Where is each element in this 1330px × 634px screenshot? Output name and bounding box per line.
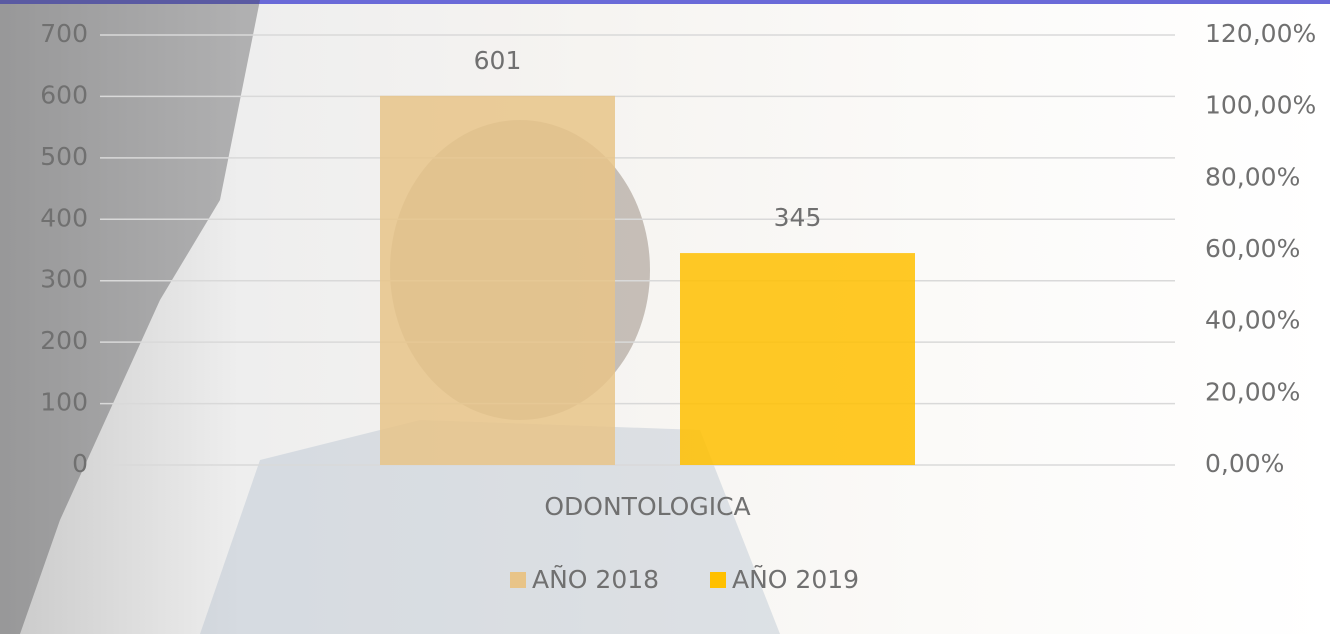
data-label: 601: [474, 46, 522, 75]
y-tick-label: 700: [40, 19, 88, 48]
legend-label: AÑO 2019: [732, 564, 859, 594]
y-tick-label: 300: [40, 265, 88, 294]
y2-tick-label: 40,00%: [1205, 306, 1300, 335]
y2-tick-label: 80,00%: [1205, 162, 1300, 191]
data-label: 345: [774, 203, 822, 232]
y2-tick-label: 120,00%: [1205, 19, 1316, 48]
screenshot: 0 100 200 300 400 500 600 700 0,00% 20,00% 40,00% 6…: [0, 0, 1330, 634]
legend-label: AÑO 2018: [532, 564, 659, 594]
y2-tick-label: 0,00%: [1205, 449, 1284, 478]
y-tick-label: 100: [40, 388, 88, 417]
y-tick-label: 600: [40, 80, 88, 109]
y2-tick-label: 60,00%: [1205, 234, 1300, 263]
y-tick-label: 0: [72, 449, 88, 478]
x-tick-label: ODONTOLOGICA: [544, 492, 750, 521]
chart: 0 100 200 300 400 500 600 700 0,00% 20,00% 40,00% 6…: [0, 0, 1330, 634]
y2-tick-label: 20,00%: [1205, 377, 1300, 406]
bar: [680, 253, 915, 465]
y-tick-label: 200: [40, 326, 88, 355]
photo-figure: [0, 0, 260, 634]
y2-tick-label: 100,00%: [1205, 91, 1316, 120]
legend-swatch: [710, 572, 726, 588]
y-tick-label: 500: [40, 142, 88, 171]
legend-swatch: [510, 572, 526, 588]
bar: [380, 96, 615, 465]
y-tick-label: 400: [40, 203, 88, 232]
